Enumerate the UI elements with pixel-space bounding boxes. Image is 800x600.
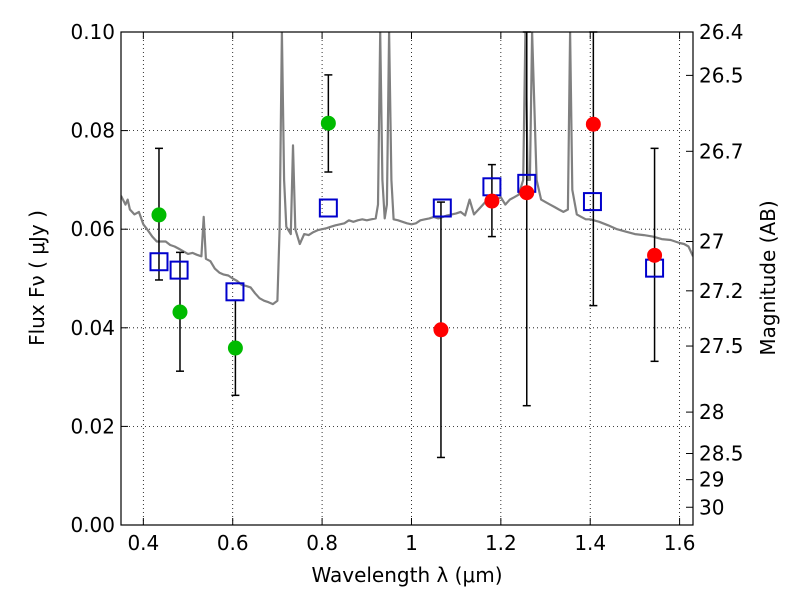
right-axis-title: Magnitude (AB): [756, 200, 780, 355]
x-tick-label: 0.6: [217, 531, 249, 555]
model-square-marker: [318, 198, 338, 218]
y-tick-label: 0.02: [70, 414, 115, 438]
model-square-marker: [582, 192, 602, 212]
right-tick-label: 29: [699, 468, 724, 492]
y-axis-title: Flux Fν ( μJy ): [25, 210, 49, 346]
plot-area: [121, 32, 693, 525]
model-square-marker: [149, 252, 169, 272]
photometry-point: [320, 115, 336, 131]
template-sed-line: [121, 32, 693, 306]
x-tick-label: 1.4: [574, 531, 606, 555]
y-tick-label: 0.10: [70, 20, 115, 44]
template-sed: [121, 32, 693, 306]
photometry-point: [519, 185, 535, 201]
right-tick-label: 26.5: [699, 63, 744, 87]
photometry-point: [484, 193, 500, 209]
right-tick-label: 26.4: [699, 20, 744, 44]
plot-frame: [120, 31, 694, 526]
right-tick-label: 30: [699, 495, 724, 519]
x-tick-label: 1.6: [664, 531, 696, 555]
y-tick-label: 0.04: [70, 316, 115, 340]
y-tick-label: 0.00: [70, 513, 115, 537]
photometry-point: [227, 340, 243, 356]
right-tick-label: 27.5: [699, 334, 744, 358]
y-tick-label: 0.08: [70, 119, 115, 143]
right-tick-label: 28.5: [699, 442, 744, 466]
photometry-point: [151, 207, 167, 223]
model-square-marker: [169, 260, 189, 280]
x-tick-label: 1: [405, 531, 418, 555]
x-tick-label: 0.4: [127, 531, 159, 555]
right-tick-label: 27: [699, 230, 724, 254]
photometry-point: [585, 116, 601, 132]
ticks: 0.4 0.6 0.8 1 1.2 1.4 1.6 0.00 0.02 0.04 0.06 0.08 0…: [70, 20, 743, 555]
right-tick-label: 26.7: [699, 139, 744, 163]
photometry-point: [647, 247, 663, 263]
x-tick-label: 1.2: [485, 531, 517, 555]
right-tick-label: 27.2: [699, 279, 744, 303]
markers: [149, 115, 665, 356]
model-square-marker: [432, 198, 452, 218]
photometry-point: [433, 322, 449, 338]
x-tick-label: 0.8: [306, 531, 338, 555]
photometry-point: [172, 304, 188, 320]
y-tick-label: 0.06: [70, 217, 115, 241]
model-square-marker: [225, 282, 245, 302]
right-tick-label: 28: [699, 400, 724, 424]
x-axis-title: Wavelength λ (μm): [311, 563, 502, 587]
